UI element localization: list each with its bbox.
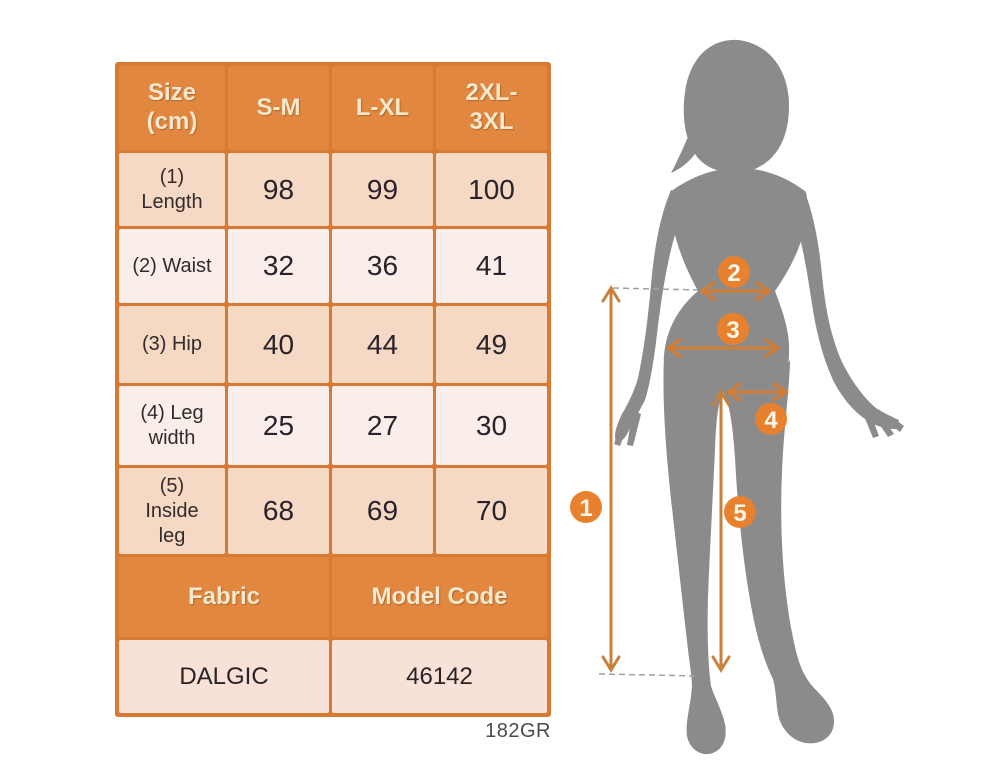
hip-lxl: 44 xyxy=(332,306,433,383)
model-code-value: 46142 xyxy=(332,640,547,713)
length-sm: 98 xyxy=(228,153,329,226)
row-label-length: (1) Length xyxy=(119,153,225,226)
leg-width-lxl: 27 xyxy=(332,386,433,465)
waist-sm: 32 xyxy=(228,229,329,303)
weight-footnote: 182GR xyxy=(485,720,551,742)
row-label-inside-leg: (5) Inside leg xyxy=(119,468,225,554)
inside-leg-arrow xyxy=(711,389,731,673)
marker-5: 5 xyxy=(724,496,756,528)
marker-5-label: 5 xyxy=(733,500,746,527)
length-lxl: 99 xyxy=(332,153,433,226)
header-size-sm: S-M xyxy=(228,66,329,150)
row-label-leg-width: (4) Leg width xyxy=(119,386,225,465)
inside-leg-lxl: 69 xyxy=(332,468,433,554)
marker-3: 3 xyxy=(717,313,749,345)
row-label-hip: (3) Hip xyxy=(119,306,225,383)
marker-2-label: 2 xyxy=(727,260,740,287)
marker-2: 2 xyxy=(718,256,750,288)
leg-width-arrow xyxy=(725,382,789,402)
female-silhouette xyxy=(614,39,904,755)
length-2xl3xl: 100 xyxy=(436,153,547,226)
hip-2xl3xl: 49 xyxy=(436,306,547,383)
length-arrow xyxy=(601,285,621,673)
inside-leg-sm: 68 xyxy=(228,468,329,554)
body-measurement-diagram: 1 2 3 4 5 xyxy=(555,25,955,772)
model-code-header: Model Code xyxy=(332,557,547,637)
measurement-markers: 1 2 3 4 5 xyxy=(570,256,787,528)
waist-lxl: 36 xyxy=(332,229,433,303)
waist-arrow xyxy=(699,281,772,301)
hip-sm: 40 xyxy=(228,306,329,383)
leg-width-2xl3xl: 30 xyxy=(436,386,547,465)
size-chart-table: Size (cm) S-M L-XL 2XL- 3XL (1) Length 9… xyxy=(115,62,551,717)
hip-arrow xyxy=(665,338,781,358)
header-size-cm: Size (cm) xyxy=(119,66,225,150)
marker-4-label: 4 xyxy=(764,407,778,434)
marker-4: 4 xyxy=(755,403,787,435)
header-size-lxl: L-XL xyxy=(332,66,433,150)
measurement-arrows xyxy=(601,281,789,673)
marker-1-label: 1 xyxy=(579,495,592,522)
reference-dashed-lines xyxy=(598,287,701,677)
fabric-header: Fabric xyxy=(119,557,329,637)
header-size-2xl3xl: 2XL- 3XL xyxy=(436,66,547,150)
leg-width-sm: 25 xyxy=(228,386,329,465)
inside-leg-2xl3xl: 70 xyxy=(436,468,547,554)
row-label-waist: (2) Waist xyxy=(119,229,225,303)
marker-3-label: 3 xyxy=(726,317,739,344)
waist-2xl3xl: 41 xyxy=(436,229,547,303)
fabric-value: DALGIC xyxy=(119,640,329,713)
marker-1: 1 xyxy=(570,491,602,523)
